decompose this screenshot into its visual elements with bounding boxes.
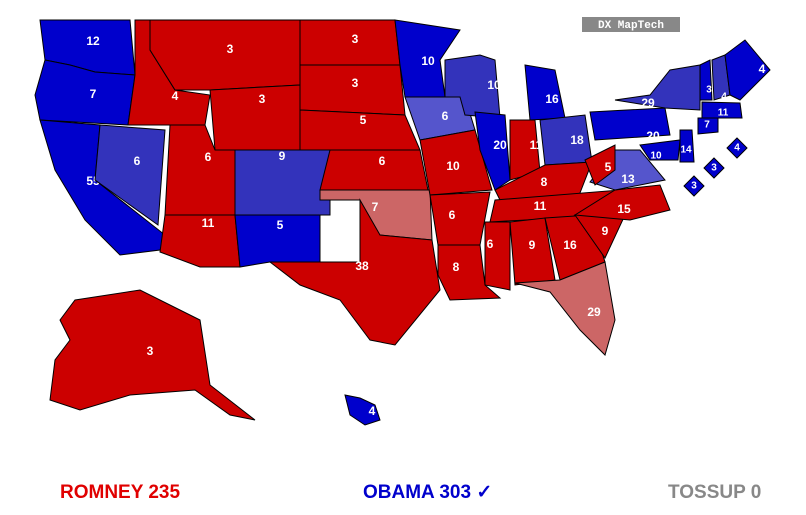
state: [539, 114, 593, 166]
state: [703, 157, 725, 179]
electoral-votes: 9: [602, 224, 609, 238]
state: [49, 289, 256, 421]
state: [299, 19, 401, 66]
electoral-votes: 8: [453, 260, 460, 274]
state: [697, 117, 719, 135]
electoral-votes: 3: [691, 181, 697, 192]
state: [589, 107, 671, 141]
electoral-votes: 6: [442, 109, 449, 123]
electoral-votes: 3: [227, 42, 234, 56]
electoral-votes: 5: [360, 113, 367, 127]
electoral-votes: 13: [621, 172, 635, 186]
electoral-votes: 6: [487, 237, 494, 251]
state: [614, 64, 701, 111]
electoral-votes: 11: [718, 108, 729, 119]
electoral-votes: 4: [369, 404, 376, 418]
state: [679, 129, 695, 163]
electoral-votes: 6: [205, 150, 212, 164]
state: [319, 149, 429, 191]
state: [344, 394, 381, 426]
electoral-votes: 7: [372, 200, 379, 214]
electoral-votes: 11: [530, 138, 543, 152]
electoral-votes: 3: [259, 92, 266, 106]
electoral-votes: 4: [734, 143, 740, 154]
electoral-votes: 10: [421, 54, 435, 68]
badge: DX MapTech: [598, 20, 664, 32]
state: [429, 191, 491, 246]
legend-entry: ROMNEY 235: [60, 482, 180, 503]
electoral-votes: 4: [172, 89, 179, 103]
electoral-votes: 11: [202, 216, 215, 230]
state: [149, 19, 301, 91]
electoral-votes: 12: [86, 34, 100, 48]
electoral-votes: 14: [680, 145, 692, 156]
state: [484, 221, 511, 291]
badge-box: [582, 17, 680, 32]
electoral-votes: 4: [759, 62, 766, 76]
electoral-votes: 29: [587, 305, 601, 319]
state: [419, 129, 493, 196]
state: [639, 139, 681, 161]
electoral-votes: 16: [545, 92, 559, 106]
electoral-votes: 29: [641, 96, 655, 110]
state: [724, 39, 771, 101]
state: [726, 137, 748, 159]
electoral-votes: 3: [352, 76, 359, 90]
electoral-votes: 16: [563, 238, 577, 252]
electoral-votes: 9: [279, 149, 286, 163]
electoral-votes: 3: [147, 344, 154, 358]
electoral-votes: 20: [646, 129, 660, 143]
electoral-votes: 6: [379, 154, 386, 168]
state: [494, 161, 593, 201]
legend-entry: TOSSUP 0: [668, 482, 761, 503]
state: [573, 184, 671, 221]
electoral-votes: 7: [704, 120, 710, 131]
electoral-votes: 18: [570, 133, 584, 147]
electoral-votes: 3: [711, 163, 717, 174]
electoral-votes: 10: [650, 151, 662, 162]
electoral-votes: 6: [134, 154, 141, 168]
electoral-votes: 8: [541, 175, 548, 189]
state: [584, 144, 616, 186]
state: [701, 101, 743, 119]
electoral-votes: 5: [605, 160, 612, 174]
electoral-votes: 7: [90, 87, 97, 101]
electoral-votes: 38: [355, 259, 369, 273]
state: [209, 84, 301, 151]
electoral-votes: 10: [487, 78, 501, 92]
electoral-votes: 6: [449, 208, 456, 222]
state: [699, 59, 713, 101]
state: [234, 149, 331, 216]
state: [683, 175, 705, 197]
electoral-votes: 15: [617, 202, 631, 216]
electoral-votes: 3: [706, 85, 712, 96]
electoral-votes: 20: [493, 138, 507, 152]
state: [159, 214, 241, 268]
electoral-votes: 9: [529, 238, 536, 252]
state: [268, 198, 441, 346]
electoral-votes: 11: [534, 199, 547, 213]
electoral-votes: 5: [277, 218, 284, 232]
state: [94, 124, 166, 226]
electoral-votes: 10: [446, 159, 460, 173]
state: [514, 261, 616, 356]
state: [437, 244, 502, 301]
legend-entry: OBAMA 303 ✓: [363, 482, 492, 503]
electoral-votes: 3: [352, 32, 359, 46]
state: [474, 111, 511, 191]
electoral-votes: 4: [721, 92, 727, 103]
